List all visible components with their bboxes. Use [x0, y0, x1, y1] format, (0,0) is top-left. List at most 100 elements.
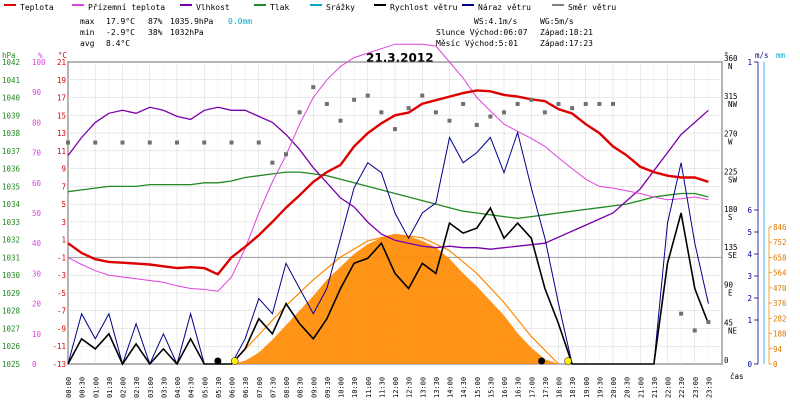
pct-tick-3: 70	[32, 149, 42, 158]
x-tick-40: 20:00	[610, 377, 618, 398]
x-tick-25: 12:30	[406, 377, 414, 398]
x-tick-19: 09:30	[324, 377, 332, 398]
axis-ms-label: m/s	[755, 51, 769, 60]
rad-tick-4: 470	[773, 284, 787, 293]
wind-direction-point-4	[175, 140, 179, 145]
stat-min-press: 1032hPa	[170, 28, 204, 37]
pct-tick-7: 30	[32, 269, 42, 278]
c-tick-17: -13	[52, 360, 66, 369]
rad-tick-3: 564	[773, 269, 787, 278]
ms-tick-1: 6	[747, 206, 752, 215]
legend-item-7: Směr větru	[568, 3, 616, 12]
dir-tick-8: 0	[724, 356, 729, 365]
x-tick-46: 23:00	[692, 377, 700, 398]
x-tick-20: 10:00	[338, 377, 346, 398]
astro-sun-set: Západ:18:21	[540, 28, 593, 37]
legend-swatch-3	[254, 4, 266, 6]
wind-direction-point-35	[692, 328, 697, 333]
c-tick-0: 21	[57, 58, 66, 67]
hpa-tick-16: 1026	[2, 342, 21, 351]
hpa-tick-5: 1037	[2, 147, 20, 156]
legend-item-2: Vlhkost	[196, 3, 230, 12]
c-tick-4: 13	[57, 129, 66, 138]
stat-max-hum: 87%	[148, 17, 163, 26]
c-tick-12: -3	[57, 271, 66, 280]
astro-moon-set: Západ:17:23	[540, 39, 593, 48]
x-tick-23: 11:30	[378, 377, 386, 398]
wind-direction-point-19	[420, 93, 425, 98]
wind-direction-point-1	[93, 140, 98, 145]
ms-tick-6: 1	[747, 316, 752, 325]
x-tick-5: 02:30	[133, 377, 141, 398]
dir-name-7: NE	[728, 326, 738, 335]
wind-direction-point-17	[393, 127, 397, 132]
hpa-tick-0: 1042	[2, 58, 20, 67]
stat-avg-label: avg	[80, 39, 95, 48]
x-tick-21: 10:30	[351, 377, 359, 398]
stat-min-label: min	[80, 28, 95, 37]
hpa-tick-2: 1040	[2, 94, 21, 103]
x-tick-45: 22:30	[678, 377, 686, 398]
wind-direction-point-30	[570, 106, 575, 111]
temperature-line	[67, 89, 709, 276]
wind-direction-point-16	[379, 110, 384, 115]
wind-direction-point-23	[474, 122, 479, 127]
c-tick-8: 5	[61, 200, 66, 209]
dir-name-6: E	[728, 289, 733, 298]
series	[66, 43, 711, 366]
radiation-max-line	[231, 233, 559, 365]
c-tick-13: -5	[57, 289, 66, 298]
rad-tick-9: 0	[773, 360, 778, 369]
wind-direction-point-20	[433, 110, 438, 115]
c-tick-5: 11	[57, 147, 66, 156]
pct-tick-5: 50	[32, 209, 42, 218]
pct-tick-1: 90	[32, 88, 42, 97]
wind-direction-point-0	[66, 140, 70, 145]
hpa-tick-9: 1033	[2, 218, 20, 227]
legend-swatch-4	[310, 4, 322, 6]
axis-pct-label: %	[38, 51, 43, 60]
x-tick-29: 14:30	[460, 377, 468, 398]
dir-tick-5: 135	[724, 243, 738, 252]
x-tick-3: 01:30	[106, 377, 114, 398]
legend-item-1: Přízemní teplota	[88, 3, 165, 12]
rad-tick-8: 94	[773, 345, 783, 354]
hpa-tick-1: 1041	[2, 76, 20, 85]
hpa-tick-10: 1032	[2, 236, 20, 245]
wind-direction-point-8	[270, 160, 275, 165]
hpa-tick-15: 1027	[2, 324, 20, 333]
x-tick-11: 05:30	[215, 377, 223, 398]
legend: Teplota Přízemní teplota Vlhkost Tlak Srážky…	[4, 3, 616, 12]
wind-direction-point-9	[284, 152, 288, 157]
hpa-tick-14: 1028	[2, 307, 21, 316]
wind-direction-point-31	[583, 101, 588, 106]
ms-tick-2: 5	[747, 228, 752, 237]
stat-max-temp: 17.9°C	[106, 17, 135, 26]
wind-direction-point-22	[461, 101, 466, 106]
x-tick-47: 23:30	[705, 377, 713, 398]
dir-tick-4: 180	[724, 205, 738, 214]
pct-tick-8: 20	[32, 300, 42, 309]
wind-direction-point-7	[256, 140, 261, 145]
x-tick-36: 18:00	[556, 377, 564, 398]
rad-tick-5: 376	[773, 299, 787, 308]
hpa-tick-11: 1031	[2, 253, 20, 262]
c-tick-14: -7	[57, 307, 66, 316]
legend-swatch-0	[4, 4, 16, 6]
c-tick-2: 17	[57, 94, 66, 103]
x-tick-44: 22:00	[665, 377, 673, 398]
legend-swatch-1	[72, 4, 84, 6]
pct-tick-6: 40	[32, 239, 42, 248]
x-tick-41: 20:30	[624, 377, 632, 398]
stat-avg-temp: 8.4°C	[106, 39, 130, 48]
astro-moon: Měsíc Východ:5:01	[436, 39, 518, 48]
pressure-line	[67, 171, 709, 219]
dir-tick-3: 225	[724, 167, 738, 176]
rad-tick-2: 658	[773, 253, 787, 262]
moon-rise-marker	[214, 357, 222, 365]
legend-swatch-7	[552, 4, 564, 6]
c-tick-6: 9	[61, 165, 66, 174]
humidity-line	[67, 106, 709, 250]
astro-sun: Slunce Východ:06:07	[436, 28, 528, 37]
